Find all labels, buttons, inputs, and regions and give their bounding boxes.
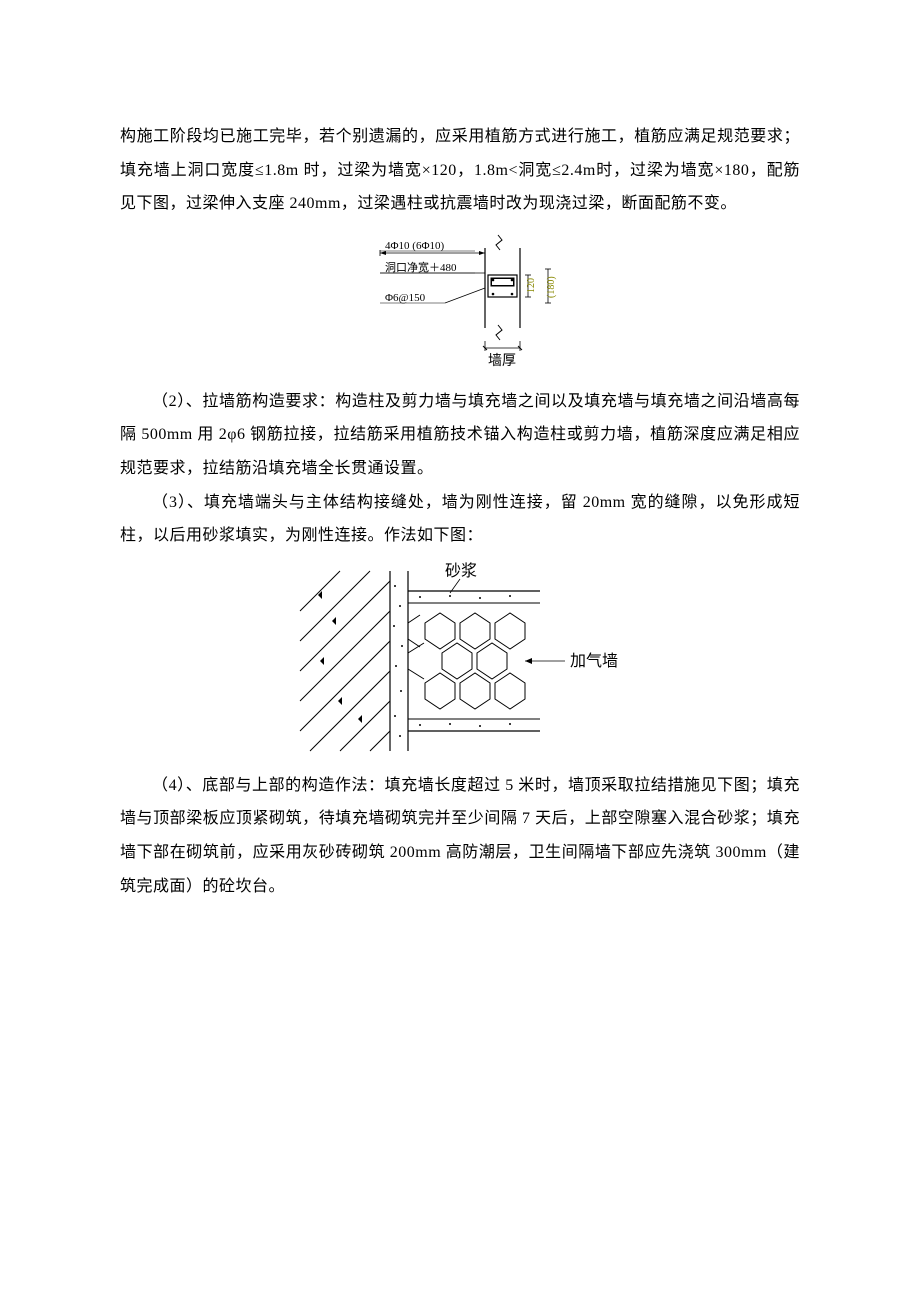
lintel-section-diagram: 4Φ10 (6Φ10) 洞口净宽＋480 Φ6@150 <box>340 233 580 373</box>
label-aerated-wall: 加气墙 <box>570 652 618 670</box>
hexagon-pattern <box>408 613 525 709</box>
wall-joint-diagram: 砂浆 加气墙 <box>280 561 640 761</box>
label-opening-width: 洞口净宽＋480 <box>385 260 457 274</box>
paragraph-2: （2）、拉墙筋构造要求：构造柱及剪力墙与填充墙之间以及填充墙与填充墙之间沿墙高每… <box>120 385 800 486</box>
hatch-pattern <box>300 571 390 751</box>
label-wall-thickness: 墙厚 <box>488 353 516 369</box>
paragraph-3: （3）、填充墙端头与主体结构接缝处，墙为刚性连接，留 20mm 宽的缝隙，以免形… <box>120 486 800 553</box>
diagram-2-container: 砂浆 加气墙 <box>120 561 800 761</box>
paragraph-1: 构施工阶段均已施工完毕，若个别遗漏的，应采用植筋方式进行施工，植筋应满足规范要求… <box>120 120 800 221</box>
page-content: 构施工阶段均已施工完毕，若个别遗漏的，应采用植筋方式进行施工，植筋应满足规范要求… <box>0 0 920 903</box>
label-dim-180: (180) <box>546 276 557 298</box>
label-mortar: 砂浆 <box>445 562 477 580</box>
label-dim-120: 120 <box>526 278 537 293</box>
paragraph-4: （4）、底部与上部的构造作法：填充墙长度超过 5 米时，墙顶采取拉结措施见下图；… <box>120 769 800 903</box>
label-stirrup: Φ6@150 <box>385 292 426 304</box>
label-top-rebar: 4Φ10 (6Φ10) <box>385 240 444 252</box>
diagram-1-container: 4Φ10 (6Φ10) 洞口净宽＋480 Φ6@150 <box>120 233 800 373</box>
